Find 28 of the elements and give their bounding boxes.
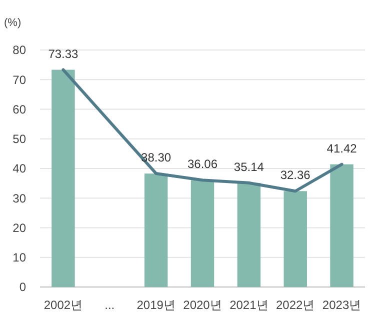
data-label: 35.14 bbox=[234, 160, 264, 174]
y-tick-label: 10 bbox=[12, 250, 26, 265]
y-tick-label: 60 bbox=[12, 102, 26, 116]
bar bbox=[284, 191, 307, 287]
x-tick-label: 2021년 bbox=[230, 298, 268, 312]
y-tick-label: 50 bbox=[12, 132, 26, 146]
x-tick-label: 2020년 bbox=[183, 298, 222, 312]
y-tick-label: 30 bbox=[12, 191, 26, 206]
data-label: 32.36 bbox=[280, 168, 311, 182]
y-tick-label: 0 bbox=[19, 280, 26, 294]
y-tick-label: 40 bbox=[12, 162, 26, 176]
x-tick-label: ... bbox=[104, 298, 115, 312]
y-tick-label: 20 bbox=[12, 220, 26, 235]
data-label: 41.42 bbox=[326, 141, 358, 156]
x-tick-label: 2023년 bbox=[322, 298, 362, 312]
bar bbox=[52, 70, 75, 287]
bar bbox=[330, 164, 354, 287]
y-tick-label: 80 bbox=[12, 43, 26, 58]
x-tick-label: 2002년 bbox=[44, 298, 83, 312]
bar bbox=[144, 174, 168, 287]
y-tick-label: 70 bbox=[12, 72, 26, 87]
bar bbox=[190, 180, 214, 287]
x-tick-label: 2022년 bbox=[276, 298, 315, 312]
x-tick-label: 2019년 bbox=[136, 298, 176, 312]
data-label: 73.33 bbox=[48, 46, 79, 61]
bar bbox=[237, 182, 261, 287]
data-label: 36.06 bbox=[187, 157, 218, 172]
y-axis-title: (%) bbox=[4, 17, 22, 29]
